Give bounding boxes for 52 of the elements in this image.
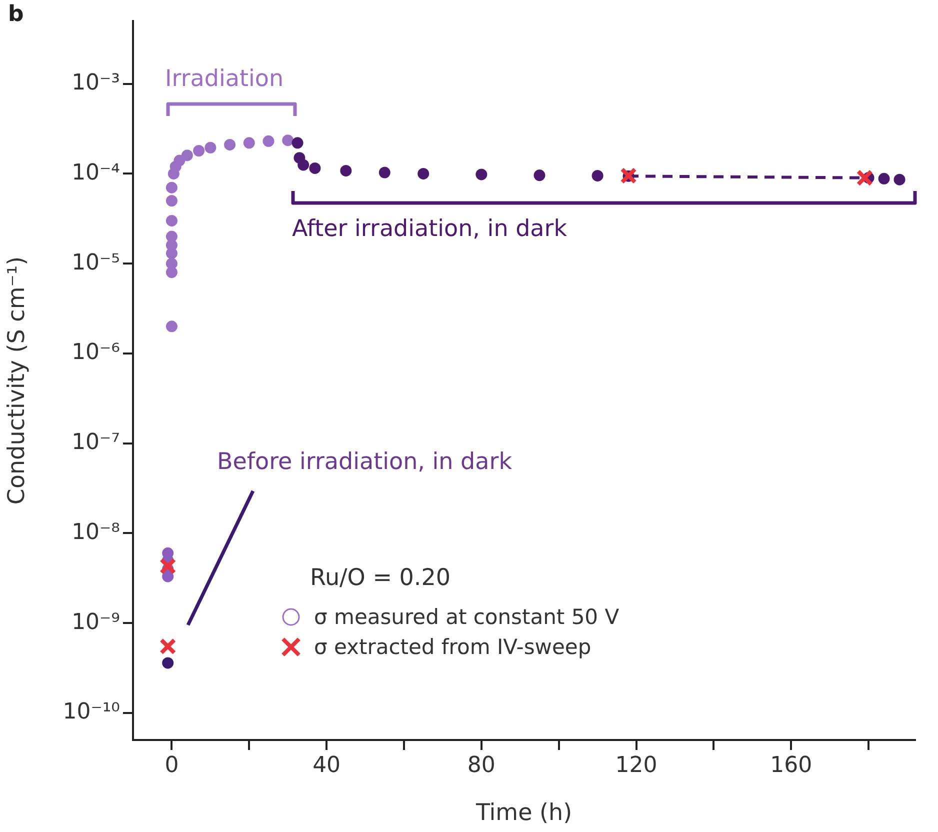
point [476,168,488,180]
point [193,145,205,157]
point [340,164,352,176]
chart-title: b [8,2,24,27]
point [292,137,304,149]
legend-label: σ measured at constant 50 V [314,605,620,629]
point [309,162,321,174]
y-axis-title: Conductivity (S cm⁻¹) [4,256,30,505]
point [592,170,604,182]
y-tick-label: 10⁻⁷ [72,430,120,456]
x-tick-label: 40 [312,752,341,778]
point [166,182,178,194]
x-tick-label: 80 [467,752,496,778]
annotation: Irradiation [165,65,284,94]
annotation: Before irradiation, in dark [217,448,512,477]
point [856,169,874,186]
point [418,168,430,180]
legend-label: σ extracted from IV-sweep [314,635,592,659]
point [166,230,178,242]
point [298,159,310,171]
point [204,142,216,154]
y-tick-label: 10⁻³ [72,70,120,96]
point [166,258,178,270]
y-tick-label: 10⁻¹⁰ [62,700,120,725]
point [243,137,255,149]
point [159,558,176,574]
point [378,166,390,178]
annotation: After irradiation, in dark [292,215,568,244]
point [181,150,193,162]
point [174,154,186,166]
x-tick-label: 120 [615,752,658,778]
y-tick-label: 10⁻⁸ [72,520,120,545]
y-tick-label: 10⁻⁵ [72,250,120,276]
x-tick-label: 0 [164,752,179,778]
point [282,134,294,146]
point [166,214,178,226]
y-tick-label: 10⁻⁶ [72,340,120,366]
y-tick-label: 10⁻⁴ [72,160,120,186]
point [162,657,174,669]
point [166,195,178,206]
x-axis-title: Time (h) [474,800,572,826]
point [159,638,176,655]
point [878,172,890,184]
point [894,174,906,186]
point [534,170,546,182]
point [262,135,274,147]
point [620,167,637,184]
x-tick-label: 160 [770,752,812,778]
point [224,138,236,150]
legend-title: Ru/O = 0.20 [310,565,452,591]
point [166,320,178,332]
y-tick-label: 10⁻⁹ [72,610,120,635]
